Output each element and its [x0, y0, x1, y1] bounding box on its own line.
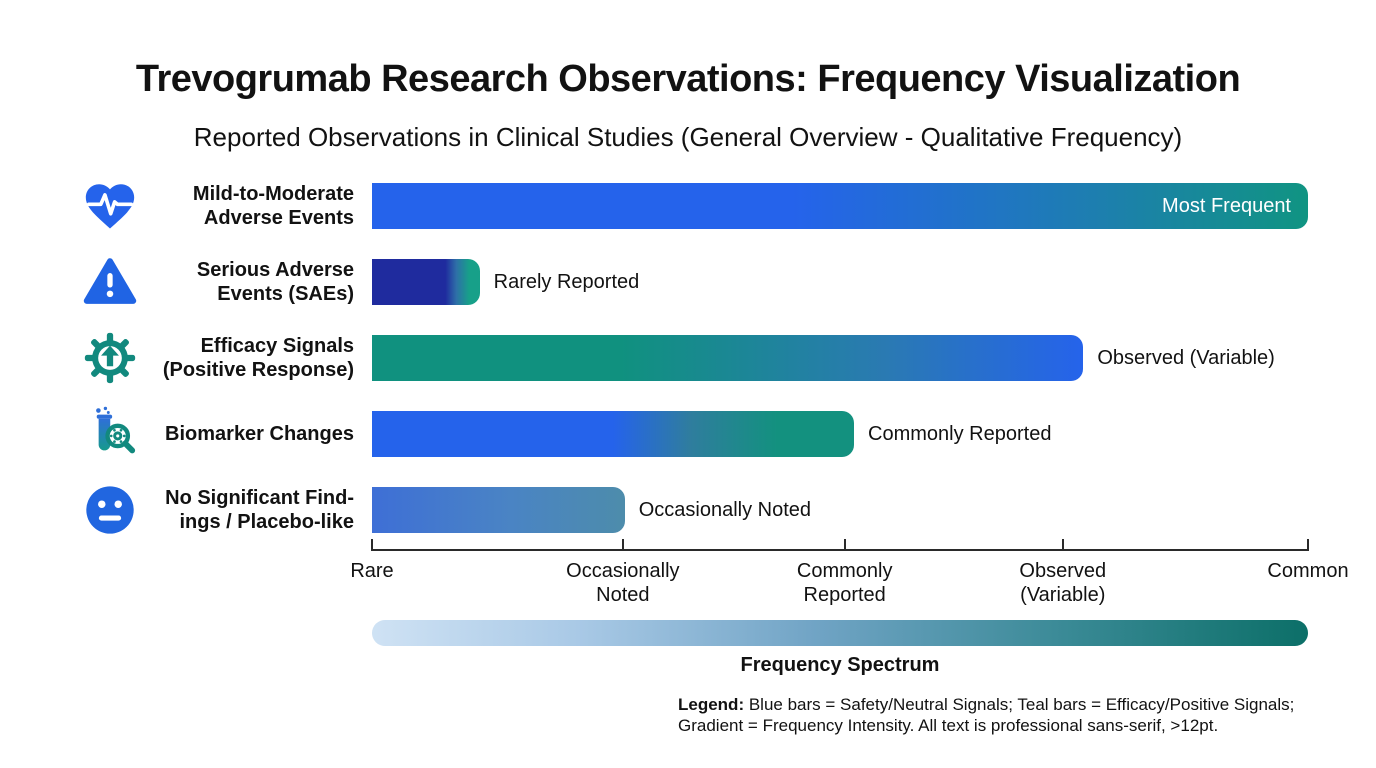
- x-axis-tick: [1061, 539, 1064, 551]
- chart-row-serious-adverse-events: Serious Adverse Events (SAEs) Rarely Rep…: [80, 244, 1316, 320]
- frequency-spectrum-bar: [372, 620, 1308, 646]
- x-axis: Rare Occasionally Noted Commonly Reporte…: [350, 539, 1349, 611]
- frequency-bar: [372, 259, 480, 305]
- category-label: Mild-to-Moderate Adverse Events: [192, 183, 354, 229]
- category-label: No Significant Find- ings / Placebo-like: [165, 487, 354, 533]
- bar-value-label: Rarely Reported: [493, 270, 640, 293]
- bar-value-label: Observed (Variable): [1097, 346, 1275, 369]
- warning-triangle-icon: [80, 252, 140, 312]
- legend: Legend: Blue bars = Safety/Neutral Signa…: [678, 694, 1294, 736]
- x-axis-tick: [371, 539, 373, 551]
- category-label: Biomarker Changes: [165, 423, 354, 445]
- frequency-spectrum-label: Frequency Spectrum: [740, 654, 940, 676]
- chart-row-biomarker-changes: Biomarker Changes Commonly Reported: [80, 396, 1316, 472]
- page-title: Trevogrumab Research Observations: Frequ…: [135, 58, 1241, 100]
- x-axis-tick: [1307, 539, 1309, 551]
- x-axis-tick-label: Occasionally Noted: [566, 560, 680, 606]
- chart-row-mild-adverse-events: Mild-to-Moderate Adverse Events Most Fre…: [80, 168, 1316, 244]
- neutral-face-icon: [80, 480, 140, 540]
- bar-value-label: Occasionally Noted: [638, 498, 812, 521]
- bar-value-label: Commonly Reported: [868, 422, 1052, 445]
- x-axis-tick-label: Common: [1267, 560, 1349, 582]
- chart-row-no-significant-findings: No Significant Find- ings / Placebo-like…: [80, 472, 1316, 548]
- category-label: Serious Adverse Events (SAEs): [196, 259, 354, 305]
- frequency-bar: [372, 335, 1084, 381]
- legend-line-1-text: Blue bars = Safety/Neutral Signals; Teal…: [744, 695, 1295, 714]
- legend-line-1: Legend: Blue bars = Safety/Neutral Signa…: [678, 694, 1294, 715]
- frequency-bar: [372, 487, 625, 533]
- chart-row-efficacy-signals: Efficacy Signals (Positive Response) Obs…: [80, 320, 1316, 396]
- category-label: Efficacy Signals (Positive Response): [162, 335, 354, 381]
- x-axis-tick-label: Observed (Variable): [1019, 560, 1107, 606]
- page-subtitle: Reported Observations in Clinical Studie…: [193, 122, 1183, 152]
- x-axis-tick: [621, 539, 624, 551]
- x-axis-line: [372, 549, 1308, 551]
- x-axis-tick-label: Rare: [350, 560, 394, 582]
- frequency-bar: [372, 411, 855, 457]
- bar-rows: Mild-to-Moderate Adverse Events Most Fre…: [80, 168, 1316, 548]
- gear-up-arrow-icon: [80, 328, 140, 388]
- legend-prefix: Legend:: [678, 695, 745, 714]
- bar-value-label: Most Frequent: [1162, 195, 1291, 217]
- heart-pulse-icon: [80, 176, 140, 236]
- frequency-bar: Most Frequent: [372, 183, 1308, 229]
- x-axis-tick-label: Commonly Reported: [796, 560, 893, 606]
- x-axis-tick: [843, 539, 846, 551]
- legend-line-2: Gradient = Frequency Intensity. All text…: [678, 716, 1219, 735]
- test-tube-magnifier-icon: [80, 404, 140, 464]
